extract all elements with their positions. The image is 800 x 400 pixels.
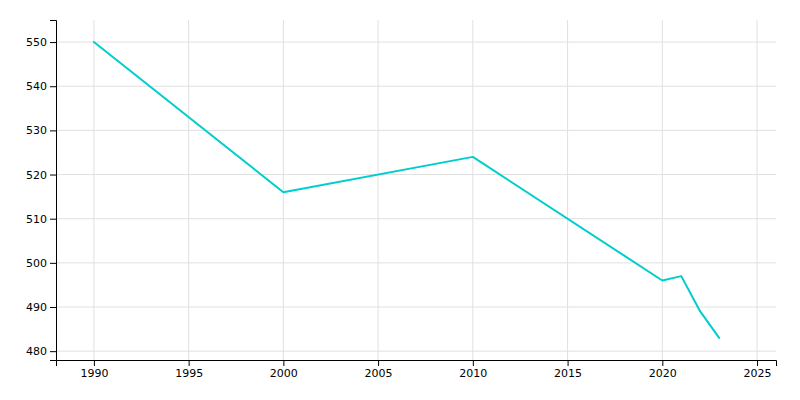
- x-tick-mark: [94, 360, 95, 366]
- y-tick-mark: [50, 130, 56, 131]
- x-grid-line: [378, 20, 379, 360]
- x-grid-line: [757, 20, 758, 360]
- y-tick: 550: [26, 36, 56, 49]
- y-grid-line: [56, 218, 776, 219]
- x-tick: 2015: [554, 360, 582, 380]
- y-tick-mark: [50, 263, 56, 264]
- y-tick-label: 520: [26, 169, 47, 182]
- y-tick-label: 550: [26, 36, 47, 49]
- y-tick-mark: [50, 42, 56, 43]
- x-tick-mark: [378, 360, 379, 366]
- x-tick: 2000: [270, 360, 298, 380]
- x-tick-mark: [473, 360, 474, 366]
- y-tick-mark: [50, 351, 56, 352]
- y-tick: 530: [26, 124, 56, 137]
- y-grid-line: [56, 174, 776, 175]
- x-tick: 1995: [175, 360, 203, 380]
- x-grid-line: [567, 20, 568, 360]
- x-tick-mark: [189, 360, 190, 366]
- x-tick-mark: [283, 360, 284, 366]
- x-grid-line: [188, 20, 189, 360]
- y-tick-mark: [50, 307, 56, 308]
- x-tick: 2010: [459, 360, 487, 380]
- chart-svg: 1990 1995 2000 2005 2010 2015 2020 2025 480 490 50…: [0, 0, 800, 400]
- y-axis: 480 490 500 510 520 530 540 550: [26, 21, 57, 361]
- y-grid-line: [56, 351, 776, 352]
- x-grid-line: [283, 20, 284, 360]
- y-tick-label: 530: [26, 124, 47, 137]
- x-tick-label: 2010: [459, 367, 487, 380]
- y-grid-line: [56, 262, 776, 263]
- y-tick-mark: [50, 175, 56, 176]
- y-tick-label: 480: [26, 345, 47, 358]
- x-tick-label: 2025: [744, 367, 772, 380]
- x-tick-mark: [757, 360, 758, 366]
- x-tick-mark: [662, 360, 663, 366]
- y-grid-line: [56, 86, 776, 87]
- x-grid-line: [662, 20, 663, 360]
- y-grid-line: [56, 130, 776, 131]
- grid: [56, 20, 776, 360]
- x-axis-line: [57, 361, 777, 367]
- y-tick-label: 540: [26, 80, 47, 93]
- y-tick: 480: [26, 345, 56, 358]
- x-tick-label: 2005: [365, 367, 393, 380]
- y-tick-mark: [50, 219, 56, 220]
- y-tick: 520: [26, 169, 56, 182]
- x-tick-label: 2015: [554, 367, 582, 380]
- x-tick: 2005: [365, 360, 393, 380]
- y-tick-label: 500: [26, 257, 47, 270]
- y-grid-line: [56, 307, 776, 308]
- x-axis: 1990 1995 2000 2005 2010 2015 2020 2025: [57, 360, 777, 380]
- chart-container: 1990 1995 2000 2005 2010 2015 2020 2025 480 490 50…: [0, 0, 800, 400]
- x-tick-mark: [568, 360, 569, 366]
- population-line: [94, 42, 719, 338]
- y-tick-label: 510: [26, 213, 47, 226]
- x-tick-label: 2000: [270, 367, 298, 380]
- y-tick: 510: [26, 213, 56, 226]
- x-tick-label: 1995: [175, 367, 203, 380]
- y-tick-label: 490: [26, 301, 47, 314]
- x-tick: 2025: [744, 360, 772, 380]
- y-tick-mark: [50, 86, 56, 87]
- y-grid-line: [56, 42, 776, 43]
- x-tick: 1990: [80, 360, 108, 380]
- y-tick: 490: [26, 301, 56, 314]
- y-tick: 540: [26, 80, 56, 93]
- x-tick-label: 1990: [80, 367, 108, 380]
- y-tick: 500: [26, 257, 56, 270]
- y-axis-line: [50, 21, 57, 361]
- x-tick: 2020: [649, 360, 677, 380]
- x-tick-label: 2020: [649, 367, 677, 380]
- x-grid-line: [472, 20, 473, 360]
- x-grid-line: [93, 20, 94, 360]
- marks: [94, 42, 719, 338]
- plot: 1990 1995 2000 2005 2010 2015 2020 2025 480 490 50…: [26, 20, 777, 380]
